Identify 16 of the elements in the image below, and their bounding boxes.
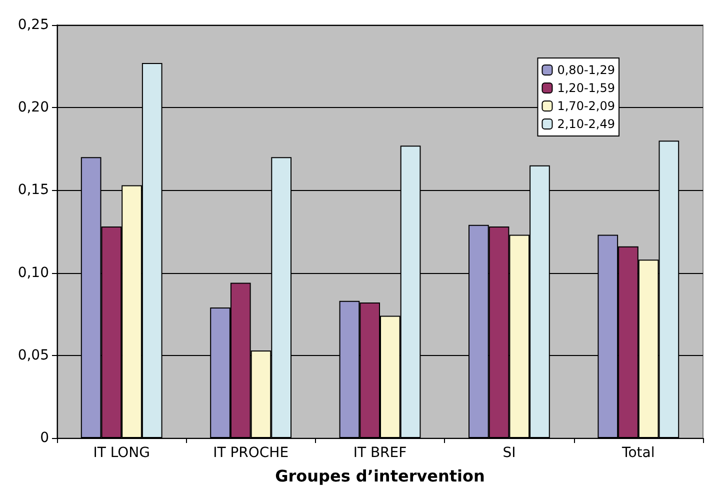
legend-label: 1,70-2,09	[557, 99, 616, 113]
legend-label: 1,20-1,59	[557, 81, 616, 95]
x-tick-label: IT BREF	[353, 445, 407, 461]
y-tick-label: 0,25	[18, 17, 49, 33]
x-tick-label: Total	[621, 445, 655, 461]
y-tick-label: 0,10	[18, 264, 49, 281]
y-tick-label: 0,05	[18, 347, 49, 364]
y-tick-label: 0,15	[18, 182, 49, 198]
x-tick-label: IT PROCHE	[213, 445, 289, 461]
x-tick-label: IT LONG	[93, 445, 150, 461]
legend-label: 0,80-1,29	[557, 63, 616, 77]
legend-label: 2,10-2,49	[557, 117, 616, 131]
y-tick-label: 0	[40, 430, 49, 446]
x-tick-label: SI	[502, 445, 516, 461]
y-tick-label: 0,20	[18, 100, 49, 116]
x-axis-title: Groupes d’intervention	[275, 466, 485, 486]
